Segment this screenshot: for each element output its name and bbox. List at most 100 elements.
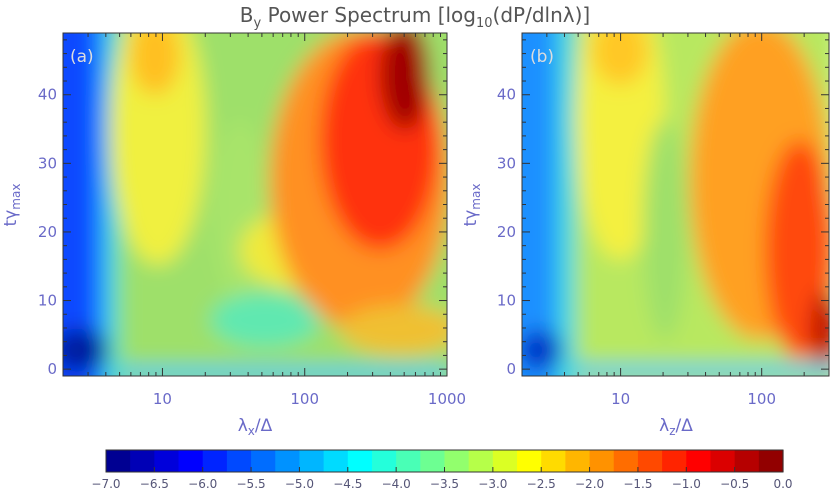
colorbar-level [226,450,252,472]
colorbar-level [130,450,155,472]
panel-a: (a) 10 100 1000 0 10 20 30 40 λx/Δ tγmax [1,32,466,438]
colorbar-tick-label: −5.5 [237,477,266,491]
figure-title: By Power Spectrum [log10(dP/dlnλ)] [240,3,590,31]
colorbar-level [517,450,542,472]
field-b-red-right [765,140,829,360]
colorbar-level [420,450,446,472]
panel-a-axes: 10 100 1000 0 10 20 30 40 [38,33,466,408]
colorbar-level [492,450,518,472]
field-b-green-valley [643,120,687,340]
colorbar-tick-label: −3.0 [478,477,507,491]
field-a-deep-blue [63,328,108,372]
colorbar-tick-label: −0.5 [720,477,749,491]
colorbar-level [589,450,615,472]
panel-a-x-tick-label: 100 [290,390,319,408]
colorbar-level [251,450,276,472]
panel-a-y-tick-label: 30 [38,154,57,172]
colorbar-tick-label: 0.0 [773,477,792,491]
title-tail: (dP/dlnλ)] [493,3,591,27]
colorbar-level [734,450,760,472]
panel-b-field [522,33,829,376]
panel-b-label: (b) [530,47,554,67]
panel-a-label: (a) [70,47,94,67]
colorbar: −7.0 −6.5 −6.0 −5.5 −5.0 −4.5 −4.0 −3.5 −3.0 −2.5… [91,449,793,491]
panel-a-y-tick-label: 10 [38,292,57,310]
colorbar-level [347,450,373,472]
panel-a-y-tick-label: 0 [47,360,57,378]
panel-b-ylabel: tγmax [461,184,483,227]
colorbar-tick-label: −6.5 [140,477,169,491]
title-rest: Power Spectrum [log [261,3,476,27]
field-a-orange-top [130,33,180,95]
panel-b-y-tick-label: 40 [497,86,516,104]
panel-b-y-tick-label: 10 [497,292,516,310]
panel-a-x-tick-label: 1000 [428,390,466,408]
title-sub: y [254,16,262,31]
field-b-blue-band [522,33,560,376]
colorbar-level [202,450,228,472]
panel-a-xlabel-base: λ [238,416,248,436]
panel-a-y-tick-label: 40 [38,86,57,104]
field-a-yellow-low [340,305,447,355]
colorbar-level [299,450,325,472]
panel-a-xlabel-rest: /Δ [255,416,273,436]
colorbar-tick-label: −3.5 [430,477,459,491]
field-a-bottom-strip [120,366,447,376]
panel-a-field [63,33,447,376]
colorbar-level [565,450,591,472]
colorbar-tick-label: −5.0 [285,477,314,491]
panel-b-xlabel: λz/Δ [659,416,693,438]
colorbar-level [323,450,349,472]
field-b-darkred-corner [810,290,829,370]
field-b-bottom-strip [576,364,829,376]
colorbar-level [444,450,470,472]
field-a-blue-band [63,33,100,376]
colorbar-tick-label: −1.5 [623,477,652,491]
panel-a-ylabel-base: tγ [1,210,21,227]
colorbar-tick-label: −4.0 [382,477,411,491]
colorbar-tick-label: −6.0 [188,477,217,491]
colorbar-level [154,450,180,472]
panel-a-y-tick-label: 20 [38,223,57,241]
panel-b-y-tick-label: 0 [506,360,516,378]
panel-b-x-tick-label: 10 [611,390,630,408]
title-base: B [240,3,254,27]
colorbar-level [275,450,301,472]
colorbar-tick-label: −2.0 [575,477,604,491]
colorbar-level [662,450,687,472]
colorbar-tick-label: −1.0 [672,477,701,491]
colorbar-tick-label: −4.5 [333,477,362,491]
panel-b-y-tick-label: 30 [497,154,516,172]
colorbar-tick-label: −7.0 [91,477,120,491]
field-b-deep-blue [522,330,562,370]
panel-b-axes: 10 100 0 10 20 30 40 [497,33,829,408]
panel-b-ylabel-base: tγ [461,210,481,227]
field-b-orange-top [592,33,648,85]
panel-b: (b) 10 100 0 10 20 30 40 λz/Δ tγmax [461,32,830,438]
field-a-blue-mid [96,33,110,376]
colorbar-level [106,450,131,472]
panel-b-x-tick-label: 100 [747,390,776,408]
panel-a-ylabel-sub: max [9,184,23,210]
colorbar-level [613,450,639,472]
colorbar-level [396,450,421,472]
panel-a-ylabel: tγmax [1,184,23,227]
field-a-cyan-pocket [210,292,320,348]
colorbar-level [468,450,494,472]
panel-b-xlabel-sub: z [669,424,675,438]
panel-b-ylabel-sub: max [469,184,483,210]
colorbar-level [541,450,566,472]
field-b-cyan-edge [556,33,576,376]
colorbar-level [371,450,397,472]
field-a-yellow-arm [110,33,206,265]
panel-a-x-tick-label: 10 [153,390,172,408]
panel-a-xlabel-sub: x [248,424,255,438]
panel-b-xlabel-rest: /Δ [676,416,694,436]
colorbar-level [710,450,736,472]
field-a-darkred-peak [380,33,430,130]
colorbar-level [686,450,712,472]
panel-b-y-tick-label: 20 [497,223,516,241]
colorbar-level [758,450,784,472]
colorbar-level [637,450,663,472]
